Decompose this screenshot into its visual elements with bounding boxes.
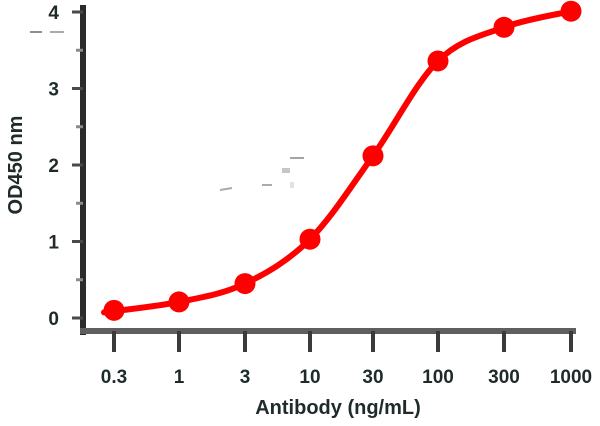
x-tick-label: 1: [174, 367, 185, 388]
y-tick-label: 2: [48, 156, 59, 177]
y-tick-label: 0: [48, 309, 59, 330]
x-tick-label: 10: [299, 367, 320, 388]
data-point: [168, 291, 190, 313]
x-tick-label: 300: [488, 367, 520, 388]
x-axis: 0.3 1 3 10 30 100 300 1000: [80, 328, 592, 388]
x-tick-label: 0.3: [101, 367, 127, 388]
y-axis: 0 1 2 3 4: [48, 3, 86, 335]
data-point: [493, 16, 515, 38]
x-axis-title: Antibody (ng/mL): [255, 397, 421, 419]
x-tick-label: 1000: [550, 367, 592, 388]
fit-curve: [101, 8, 574, 316]
y-axis-title: OD450 nm: [5, 116, 27, 215]
data-point: [427, 50, 449, 72]
y-tick-label: 3: [48, 80, 59, 101]
data-points: [103, 0, 582, 321]
x-tick-label: 100: [422, 367, 454, 388]
x-tick-label: 3: [240, 367, 251, 388]
y-tick-label: 1: [48, 233, 59, 254]
scan-artifacts: [30, 31, 304, 191]
data-point: [234, 273, 256, 295]
y-tick-label: 4: [48, 3, 59, 24]
data-point: [560, 0, 582, 22]
data-point: [362, 145, 384, 167]
data-point: [299, 228, 321, 250]
x-tick-label: 30: [362, 367, 383, 388]
data-point: [103, 299, 125, 321]
